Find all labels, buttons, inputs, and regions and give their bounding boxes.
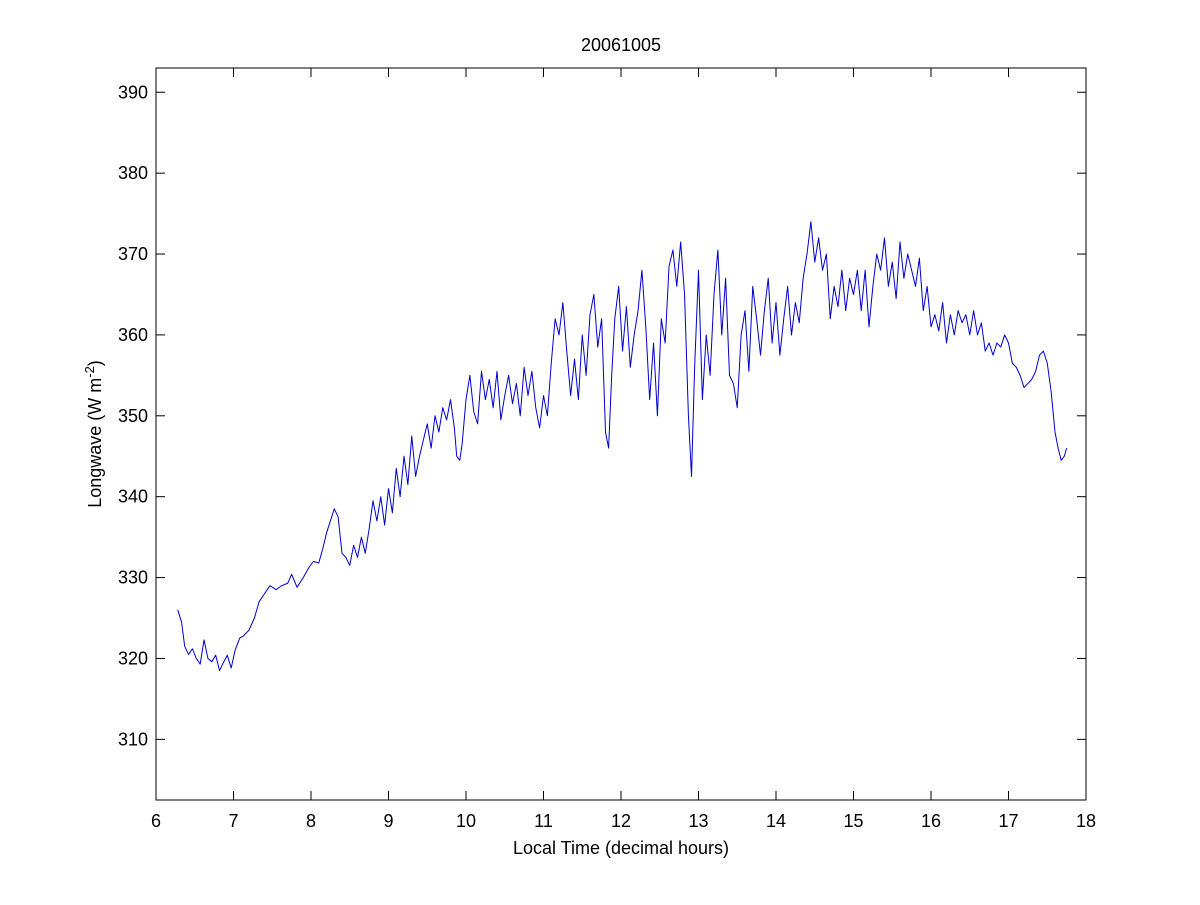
x-tick-label: 16 [921,811,941,831]
y-tick-label: 330 [118,568,148,588]
series-layer [177,221,1068,672]
x-tick-label: 10 [456,811,476,831]
x-axis-label: Local Time (decimal hours) [513,838,729,858]
axis-ticks [155,68,1087,800]
y-tick-label: 390 [118,82,148,102]
x-tick-label: 8 [306,811,316,831]
y-axis-label-main: Longwave (W m [85,378,105,508]
y-axis-label-exponent: -2 [82,366,97,378]
series-line-1 [177,221,1068,672]
y-tick-label: 340 [118,487,148,507]
x-tick-label: 15 [843,811,863,831]
x-tick-label: 13 [688,811,708,831]
y-tick-label: 350 [118,406,148,426]
y-axis-label-close: ) [85,360,105,366]
y-tick-label: 320 [118,648,148,668]
x-tick-label: 6 [151,811,161,831]
y-axis-label: Longwave (W m-2) [82,360,105,508]
y-tick-label: 310 [118,729,148,749]
plot-area-frame [155,67,1087,801]
chart-title: 20061005 [581,35,661,55]
x-tick-label: 11 [534,811,553,831]
x-tick-label: 12 [611,811,631,831]
x-tick-label: 18 [1076,811,1096,831]
y-tick-label: 380 [118,163,148,183]
x-tick-label: 9 [383,811,393,831]
x-tick-label: 17 [998,811,1018,831]
x-tick-label: 14 [766,811,786,831]
y-tick-label: 360 [118,325,148,345]
x-tick-label: 7 [228,811,238,831]
y-tick-label: 370 [118,244,148,264]
axis-tick-labels: 6 7 8 9 10 11 12 13 14 15 16 17 18 310 320 330 340 350 360… [118,82,1096,831]
